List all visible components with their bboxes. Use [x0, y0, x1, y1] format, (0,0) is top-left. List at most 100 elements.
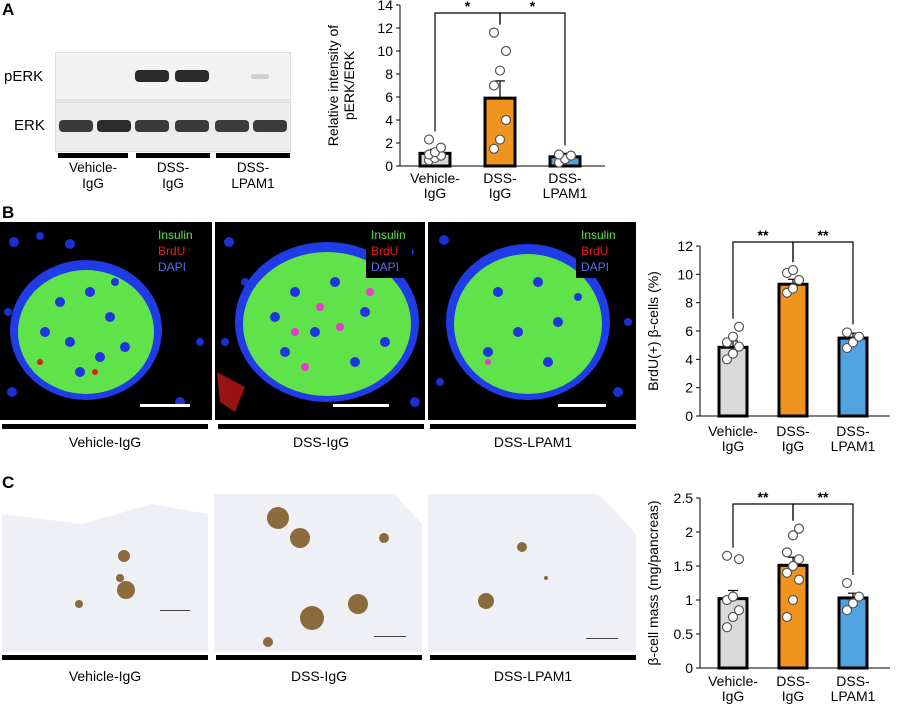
data-point: [733, 554, 745, 565]
data-point: [488, 80, 500, 91]
data-point: [787, 283, 799, 294]
legend-insulin: Insulin: [158, 228, 193, 242]
data-point: [841, 605, 853, 616]
y-axis-label: BrdU(+) β-cells (%): [645, 271, 661, 391]
y-tick-label: 6: [685, 323, 693, 339]
x-tick-label: Vehicle-IgG: [708, 673, 758, 704]
legend-insulin: Insulin: [371, 228, 406, 242]
data-point: [793, 523, 805, 534]
group-label-c-vehicle: Vehicle-IgG: [68, 668, 142, 684]
blot-label-erk: ERK: [14, 117, 45, 134]
bar: [777, 282, 809, 418]
panel-letter-a: A: [2, 0, 15, 19]
group-label-b-vehicle: Vehicle-IgG: [68, 434, 142, 450]
group-label-b-dss-igg: DSS-IgG: [292, 434, 349, 450]
significance-label: **: [818, 227, 829, 243]
group-bar-b-dss-lpam1: [430, 424, 636, 429]
group-bar-b-dss-igg: [218, 424, 424, 429]
data-point: [727, 331, 739, 342]
panel-letter-c: C: [2, 473, 15, 492]
legend-dapi: DAPI: [581, 260, 610, 274]
y-tick-label: 6: [385, 89, 393, 105]
stain-legend-vehicle: Insulin BrdU DAPI: [153, 224, 199, 278]
x-tick-label: Vehicle-IgG: [708, 423, 758, 454]
fluorescence-image: [428, 222, 636, 420]
stain-legend-dss-lpam1: Insulin BrdU DAPI: [576, 224, 622, 278]
ihc-image-c-dss-igg: [214, 494, 422, 652]
blot-group-label-vehicle: Vehicle- IgG: [68, 160, 118, 191]
legend-dapi: DAPI: [158, 260, 187, 274]
significance-bracket: [792, 241, 854, 325]
significance-label: *: [530, 0, 536, 14]
scale-bar: [333, 404, 389, 407]
y-tick-label: 0: [685, 660, 693, 676]
chart-b-brdu-beta-cells: 0 2 4 6 8 10 12 BrdU(+) β-cells (%) Vehicle-IgG D…: [645, 227, 890, 454]
legend-dapi: DAPI: [371, 260, 400, 274]
western-blot: [54, 51, 292, 153]
data-point: [733, 321, 745, 332]
y-tick-label: 14: [377, 0, 393, 13]
group-bar-c-vehicle: [2, 655, 208, 660]
data-point: [781, 567, 793, 578]
scale-bar: [586, 638, 618, 639]
y-tick-label: 2: [385, 135, 393, 151]
data-point: [793, 574, 805, 585]
y-tick-label: 0: [385, 158, 393, 174]
scale-bar: [140, 404, 190, 407]
x-tick-label: DSS-IgG: [776, 423, 810, 454]
y-tick-label: 12: [677, 238, 693, 254]
y-tick-label: 0.5: [674, 626, 694, 642]
ihc-image-c-dss-lpam1: [428, 494, 636, 652]
scale-bar: [558, 404, 606, 407]
data-point: [727, 591, 739, 602]
legend-insulin: Insulin: [581, 228, 616, 242]
y-tick-label: 1.5: [674, 558, 694, 574]
x-tick-label: DSS-LPAM1: [831, 423, 876, 454]
blot-group-bar-dss-igg: [136, 153, 210, 158]
significance-bracket: [792, 503, 854, 575]
y-tick-label: 4: [385, 112, 393, 128]
significance-label: **: [818, 489, 829, 505]
significance-label: **: [758, 489, 769, 505]
data-point: [565, 150, 577, 161]
ihc-section-image: [2, 494, 208, 652]
data-point: [853, 331, 865, 342]
group-label-b-dss-lpam1: DSS-LPAM1: [493, 434, 573, 450]
blot-group-bar-dss-lpam1: [216, 153, 290, 158]
y-tick-label: 2: [685, 524, 693, 540]
blot-label-perk: pERK: [4, 68, 44, 85]
significance-label: *: [465, 0, 471, 14]
blot-group-bar-vehicle: [58, 153, 128, 158]
data-point: [553, 149, 565, 160]
y-tick-label: 0: [685, 408, 693, 424]
ihc-section-image: [214, 494, 422, 652]
y-tick-label: 10: [677, 266, 693, 282]
x-tick-label: DSS-LPAM1: [831, 673, 876, 704]
data-point: [733, 605, 745, 616]
data-point: [500, 114, 512, 126]
scale-bar: [160, 610, 190, 611]
data-point: [435, 142, 447, 153]
y-tick-label: 8: [685, 295, 693, 311]
data-point: [721, 550, 733, 561]
significance-bracket: [732, 503, 794, 548]
ihc-section-image: [428, 494, 636, 652]
data-point: [494, 134, 506, 145]
data-point: [721, 622, 733, 633]
western-blot-image: [54, 51, 292, 153]
micrograph-b-dss-lpam1: [428, 222, 636, 420]
y-axis-label: β-cell mass (mg/pancreas): [645, 500, 661, 665]
legend-brdu: BrdU: [581, 244, 609, 258]
data-point: [787, 264, 799, 276]
legend-brdu: BrdU: [371, 244, 399, 258]
bar: [483, 96, 517, 168]
chart-c-beta-cell-mass: 0 0.5 1 1.5 2 2.5 β-cell mass (mg/pancreas) Veh…: [645, 489, 890, 704]
x-tick-label: DSS-IgG: [776, 673, 810, 704]
data-point: [494, 65, 506, 76]
data-point: [781, 547, 793, 558]
group-bar-c-dss-lpam1: [430, 655, 636, 660]
data-point: [787, 560, 799, 572]
data-point: [793, 554, 805, 565]
y-tick-label: 1: [685, 592, 693, 608]
data-point: [787, 594, 799, 606]
